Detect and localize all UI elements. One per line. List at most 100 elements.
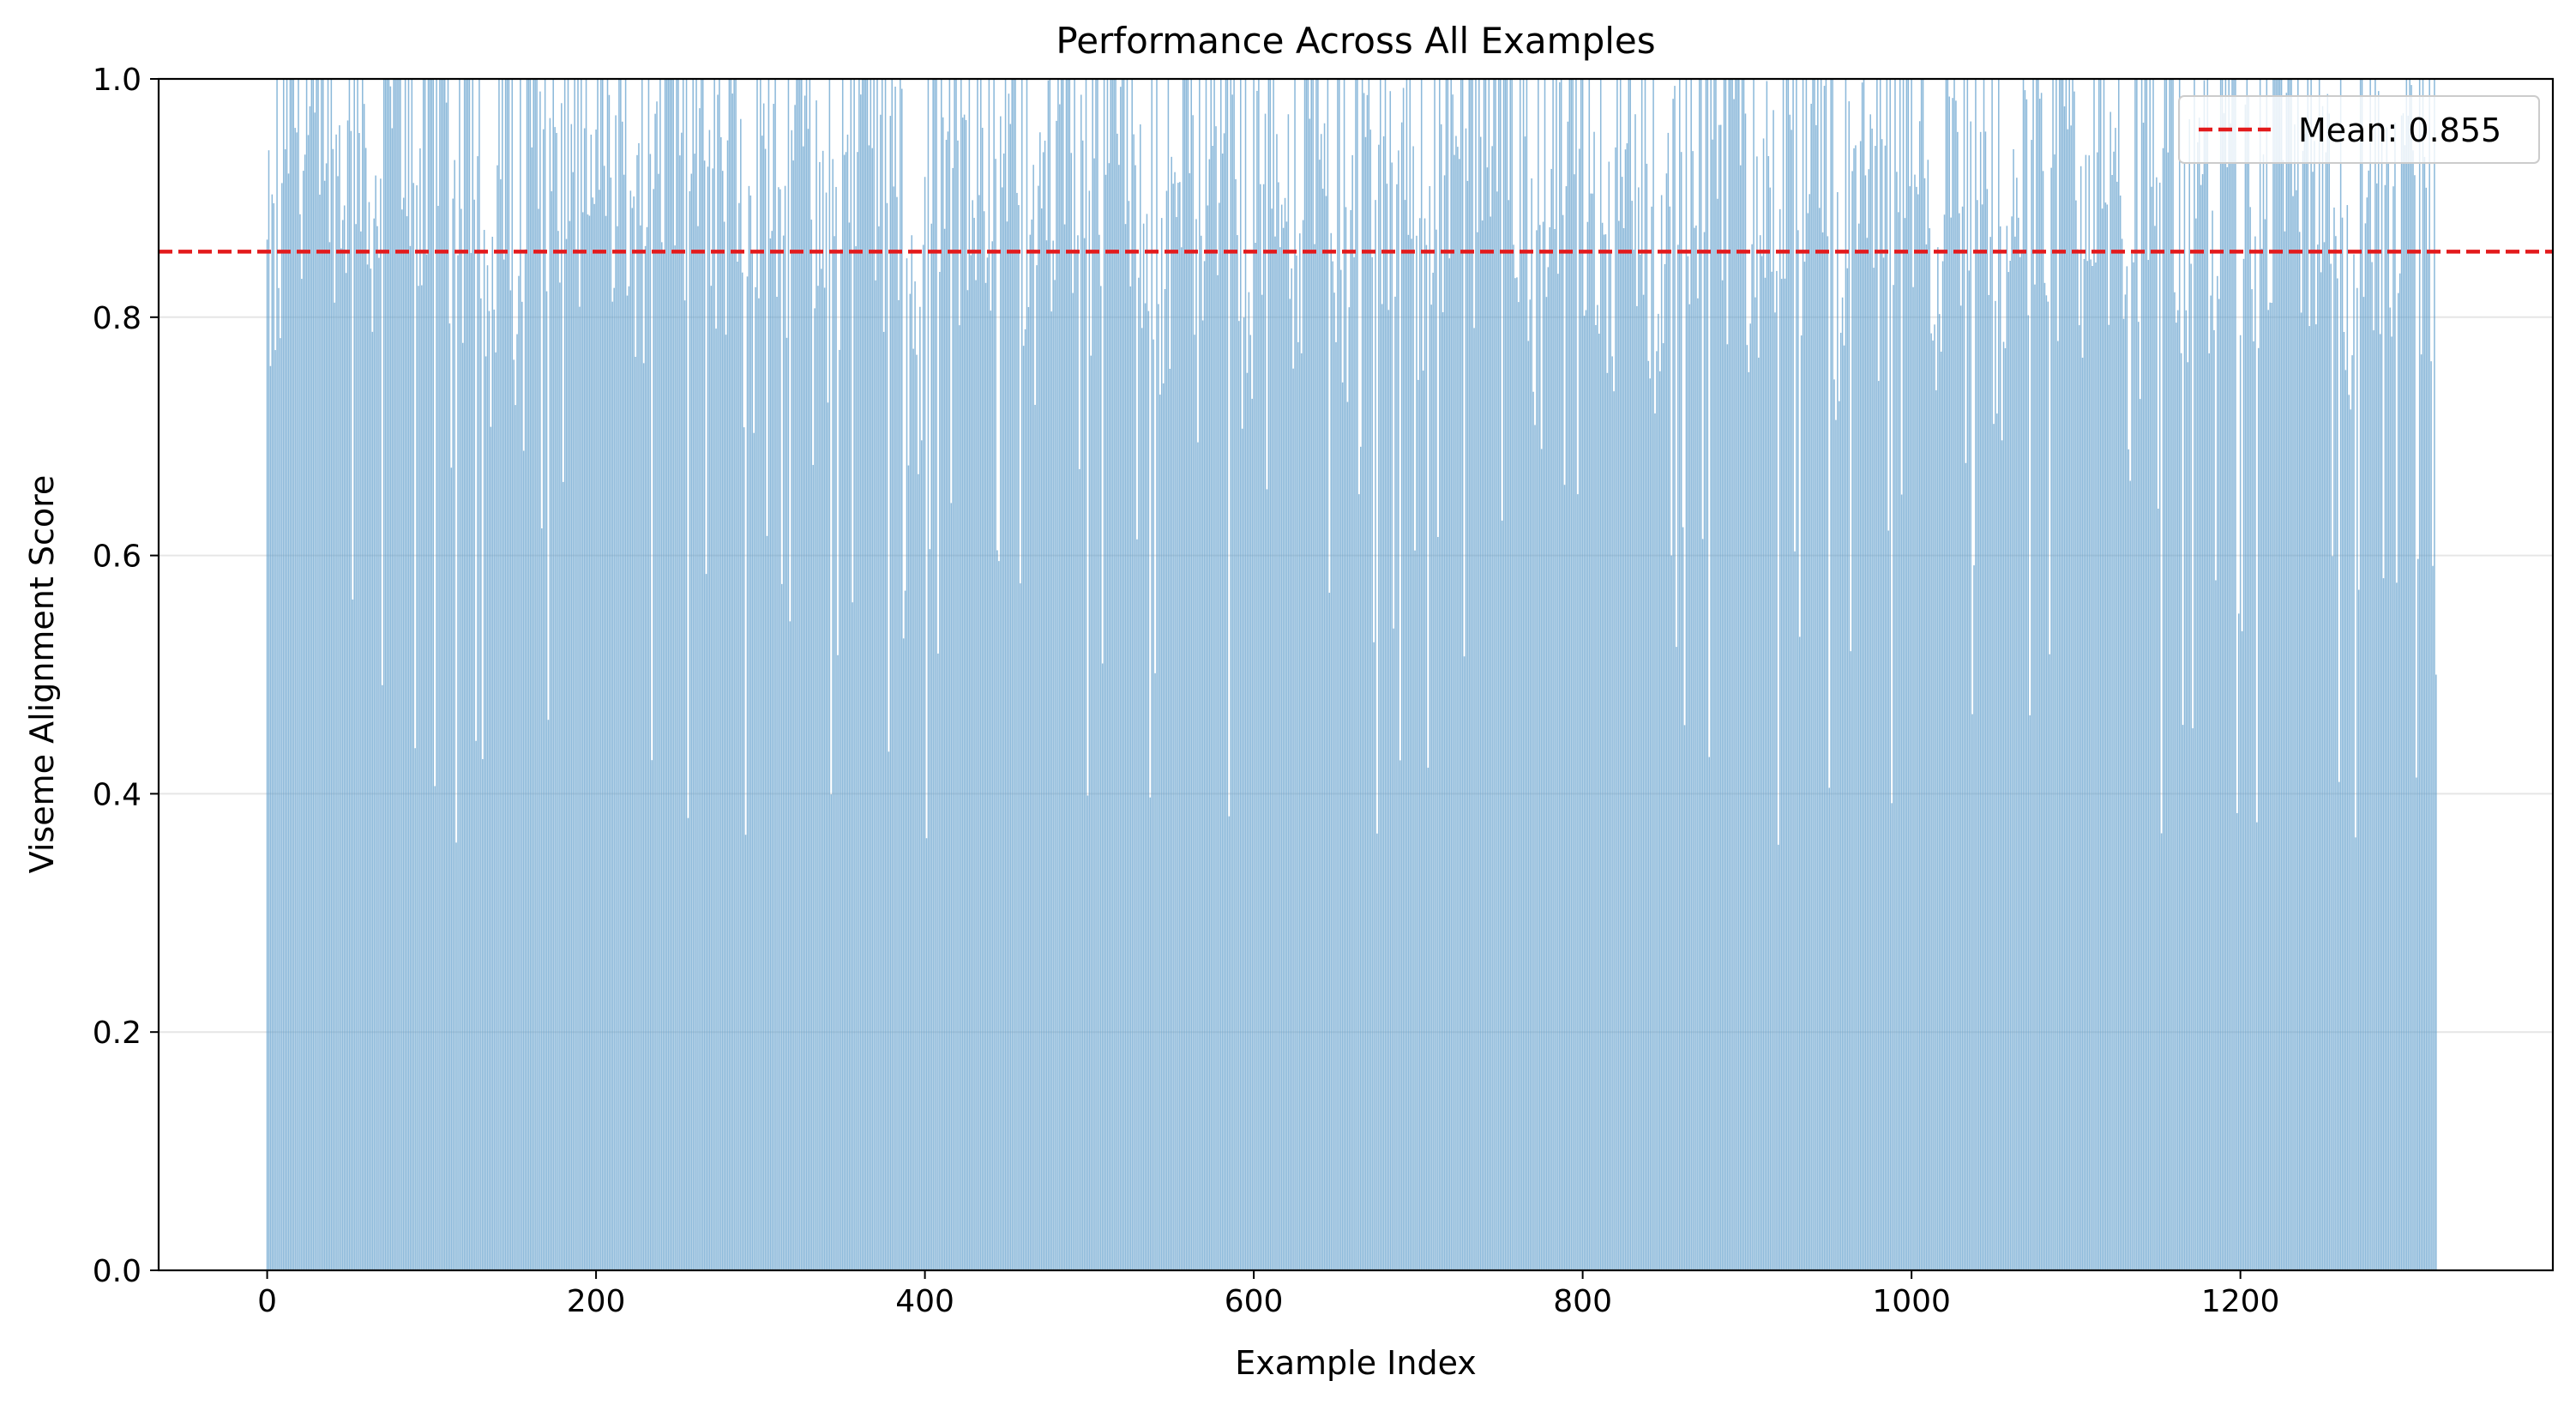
bar xyxy=(2429,79,2430,1270)
bar xyxy=(667,79,670,1270)
bar xyxy=(1359,446,1362,1270)
bar xyxy=(1302,220,1304,1271)
bar xyxy=(1381,304,1383,1271)
bar xyxy=(906,258,908,1270)
bar xyxy=(809,79,811,1270)
bar xyxy=(1106,79,1109,1270)
bar xyxy=(2188,118,2190,1271)
bar xyxy=(730,79,732,1270)
bar xyxy=(2006,226,2008,1270)
x-tick-label: 1200 xyxy=(2201,1284,2280,1319)
bar xyxy=(488,311,491,1271)
bar xyxy=(1511,79,1513,1270)
bar xyxy=(1419,218,1421,1270)
bar xyxy=(2070,125,2072,1270)
bar xyxy=(1156,79,1158,1270)
bar xyxy=(360,231,362,1271)
bar xyxy=(2215,580,2217,1270)
bar xyxy=(330,79,333,1270)
bar xyxy=(2420,354,2423,1270)
bar xyxy=(1429,186,1431,1270)
bar xyxy=(2110,112,2111,1271)
bar xyxy=(2115,128,2116,1271)
bar xyxy=(2328,113,2330,1270)
bar xyxy=(603,166,605,1270)
bar xyxy=(1162,383,1165,1271)
bar xyxy=(1210,79,1213,1270)
bar xyxy=(1803,262,1806,1271)
bar xyxy=(549,118,551,1270)
bar xyxy=(278,287,280,1270)
bar xyxy=(2307,79,2309,1270)
bar xyxy=(2002,341,2005,1270)
bar xyxy=(1955,100,1957,1271)
bar xyxy=(542,129,545,1271)
bar xyxy=(328,242,331,1271)
bar xyxy=(805,79,808,1270)
bar xyxy=(1083,238,1086,1270)
bar xyxy=(1020,583,1021,1270)
bar xyxy=(1231,94,1233,1270)
bar xyxy=(1767,155,1770,1271)
bar xyxy=(1121,79,1123,1270)
bar xyxy=(2359,79,2362,1270)
bar xyxy=(1459,159,1460,1270)
bar xyxy=(274,350,276,1271)
bar xyxy=(1651,206,1652,1270)
bar xyxy=(941,79,942,1270)
bar xyxy=(1902,79,1905,1270)
bar xyxy=(1402,87,1405,1271)
bar xyxy=(1679,79,1681,1270)
x-tick-label: 600 xyxy=(1225,1284,1284,1319)
bar xyxy=(2256,822,2258,1270)
bar xyxy=(991,241,993,1270)
bar xyxy=(633,196,635,1271)
bar xyxy=(1478,79,1480,1270)
bar xyxy=(1575,79,1577,1270)
bar xyxy=(1022,346,1025,1270)
bar xyxy=(2224,79,2227,1270)
bar xyxy=(581,212,584,1270)
bar xyxy=(1690,79,1692,1270)
bar xyxy=(322,79,324,1270)
bar xyxy=(522,450,525,1270)
bar xyxy=(2213,329,2215,1270)
bar xyxy=(287,173,290,1271)
bar xyxy=(1098,234,1100,1270)
bar xyxy=(2344,370,2347,1270)
bar xyxy=(782,235,785,1270)
bar xyxy=(570,124,573,1270)
bar xyxy=(741,272,743,1271)
bar xyxy=(1841,297,1844,1270)
bar xyxy=(2068,79,2070,1270)
bar xyxy=(817,286,819,1271)
bar xyxy=(825,192,828,1270)
bar xyxy=(590,134,593,1271)
bar xyxy=(835,186,837,1271)
bar xyxy=(692,79,694,1270)
bar xyxy=(2183,162,2186,1270)
bar xyxy=(1963,79,1965,1270)
bar xyxy=(1386,184,1388,1271)
bar xyxy=(1147,311,1150,1270)
bar xyxy=(2282,160,2284,1270)
y-tick-label: 0.8 xyxy=(93,301,141,336)
bar xyxy=(792,160,794,1270)
bar xyxy=(1382,136,1385,1270)
bar xyxy=(1113,79,1115,1270)
bar xyxy=(1832,79,1833,1270)
bar xyxy=(1712,139,1713,1270)
bar xyxy=(1004,79,1007,1270)
bar xyxy=(1032,165,1034,1270)
bar xyxy=(2404,145,2406,1270)
bar xyxy=(2251,289,2253,1270)
bar xyxy=(1093,158,1095,1271)
bar xyxy=(1809,194,1811,1270)
bar xyxy=(864,79,867,1270)
bar xyxy=(1934,324,1935,1271)
bar xyxy=(2103,79,2105,1270)
bar xyxy=(1975,79,1977,1270)
bar xyxy=(703,160,706,1270)
bar xyxy=(1652,79,1654,1270)
bar xyxy=(1142,223,1145,1270)
